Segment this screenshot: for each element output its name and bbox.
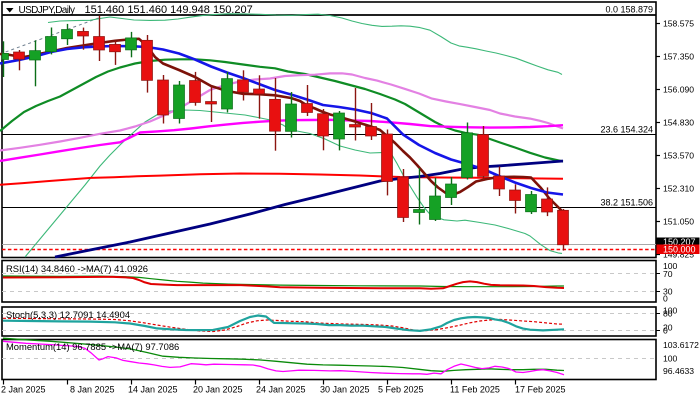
svg-text:80: 80 [663,309,673,319]
svg-text:0: 0 [663,294,668,304]
svg-text:2 Jan 2025: 2 Jan 2025 [1,385,46,395]
svg-text:103.6172: 103.6172 [663,340,699,350]
svg-text:14 Jan 2025: 14 Jan 2025 [128,385,178,395]
svg-text:151.050: 151.050 [663,217,694,227]
svg-text:100: 100 [663,354,678,364]
svg-text:100: 100 [663,306,678,316]
svg-text:30 Jan 2025: 30 Jan 2025 [320,385,370,395]
svg-text:11 Feb 2025: 11 Feb 2025 [450,385,500,395]
svg-text:154.830: 154.830 [663,118,694,128]
svg-text:8 Jan 2025: 8 Jan 2025 [70,385,115,395]
svg-text:24 Jan 2025: 24 Jan 2025 [256,385,306,395]
svg-text:Stoch(5,3,3) 12.7091 14.4904: Stoch(5,3,3) 12.7091 14.4904 [6,309,130,320]
svg-text:150.000: 150.000 [663,245,696,255]
svg-text:149.825: 149.825 [663,250,694,260]
svg-text:157.350: 157.350 [663,52,694,62]
svg-text:RSI(14) 34.8460 ->MA(7) 41.09: RSI(14) 34.8460 ->MA(7) 41.0926 [6,263,148,274]
svg-text:0.0 158.879: 0.0 158.879 [605,5,653,15]
svg-text:153.570: 153.570 [663,151,694,161]
svg-text:30: 30 [663,287,673,297]
svg-text:156.090: 156.090 [663,85,694,95]
svg-text:5 Feb 2025: 5 Feb 2025 [378,385,424,395]
svg-text:96.4633: 96.4633 [663,366,694,376]
svg-text:20 Jan 2025: 20 Jan 2025 [193,385,243,395]
svg-text:Momentum(14) 96.7885 ->MA(7): Momentum(14) 96.7885 ->MA(7) 97.7086 [6,341,179,352]
svg-text:150.207: 150.207 [663,237,696,247]
svg-text:70: 70 [663,269,673,279]
svg-text:158.575: 158.575 [663,19,694,29]
svg-text:0: 0 [663,326,668,336]
svg-text:USDJPY,Daily: USDJPY,Daily [19,5,76,16]
svg-text:100: 100 [663,261,678,271]
svg-text:17 Feb 2025: 17 Feb 2025 [515,385,566,395]
svg-text:151.460 151.460 149.948 150.20: 151.460 151.460 149.948 150.207 [85,4,253,16]
svg-text:23.6 154.324: 23.6 154.324 [600,125,653,135]
svg-text:38.2 151.506: 38.2 151.506 [600,198,653,208]
svg-text:20: 20 [663,323,673,333]
svg-text:152.310: 152.310 [663,184,694,194]
